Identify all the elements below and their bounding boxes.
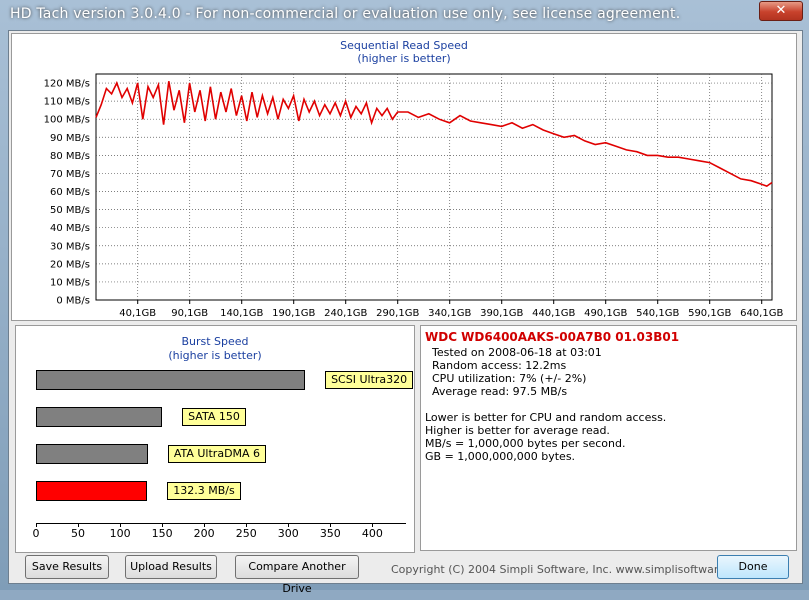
burst-bar-label: ATA UltraDMA 6 — [167, 445, 267, 463]
random-access: Random access: 12.2ms — [432, 359, 567, 372]
burst-x-tick-label: 200 — [193, 527, 215, 540]
burst-x-tick-label: 250 — [235, 527, 257, 540]
burst-x-tick — [330, 523, 332, 527]
burst-x-tick-label: 300 — [277, 527, 299, 540]
burst-x-tick — [246, 523, 248, 527]
drive-info-panel: WDC WD6400AAKS-00A7B0 01.03B01 Tested on… — [420, 325, 797, 551]
y-tick-label: 40 MB/s — [50, 223, 90, 234]
read-chart-plot: 120 MB/s 110 MB/s 100 MB/s 90 MB/s 80 MB/s 70… — [44, 73, 783, 319]
burst-bar — [36, 444, 148, 464]
client-area: Sequential Read Speed (higher is better)… — [8, 30, 803, 595]
done-button[interactable]: Done — [717, 555, 789, 579]
burst-bar — [36, 481, 148, 501]
x-tick-label: 390,1GB — [480, 308, 523, 319]
burst-x-tick — [372, 523, 374, 527]
burst-x-tick-label: 0 — [32, 527, 40, 540]
burst-x-tick-label: 150 — [151, 527, 173, 540]
plot-frame — [95, 73, 773, 301]
x-tick-label: 40,1GB — [119, 308, 156, 319]
burst-x-tick — [288, 523, 290, 527]
y-tick-label: 90 MB/s — [50, 133, 90, 144]
x-tick-label: 590,1GB — [688, 308, 731, 319]
burst-bar-label: SCSI Ultra320 — [325, 371, 414, 389]
save-results-button[interactable]: Save Results — [25, 555, 109, 579]
y-tick-label: 50 MB/s — [50, 205, 90, 216]
burst-bar-label: SATA 150 — [182, 408, 246, 426]
close-icon: ✕ — [775, 3, 787, 18]
drive-model: WDC WD6400AAKS-00A7B0 01.03B01 — [425, 330, 680, 344]
note-line: GB = 1,000,000,000 bytes. — [425, 450, 576, 463]
compare-drive-button[interactable]: Compare Another Drive — [235, 555, 359, 595]
note-line: Lower is better for CPU and random acces… — [425, 411, 667, 424]
y-tick-label: 60 MB/s — [50, 187, 90, 198]
burst-chart-subtitle: (higher is better) — [168, 349, 262, 362]
x-tick-label: 240,1GB — [324, 308, 367, 319]
x-tick-label: 90,1GB — [171, 308, 208, 319]
burst-x-tick — [78, 523, 80, 527]
x-tick-label: 540,1GB — [636, 308, 679, 319]
x-tick-label: 340,1GB — [428, 308, 471, 319]
window-title: HD Tach version 3.0.4.0 - For non-commer… — [10, 6, 681, 22]
title-bar[interactable]: HD Tach version 3.0.4.0 - For non-commer… — [0, 0, 809, 28]
y-tick-label: 80 MB/s — [50, 151, 90, 162]
burst-x-tick — [120, 523, 122, 527]
close-button[interactable]: ✕ — [759, 1, 803, 21]
x-tick-label: 290,1GB — [376, 308, 419, 319]
y-tick-label: 110 MB/s — [44, 97, 90, 108]
y-tick-label: 70 MB/s — [50, 169, 90, 180]
read-chart-title: Sequential Read Speed — [340, 39, 468, 52]
average-read: Average read: 97.5 MB/s — [432, 385, 568, 398]
x-tick-label: 140,1GB — [220, 308, 263, 319]
x-tick-label: 490,1GB — [584, 308, 627, 319]
burst-x-tick-label: 350 — [319, 527, 341, 540]
read-speed-line — [95, 80, 773, 187]
y-tick-label: 0 MB/s — [56, 296, 90, 307]
x-tick-label: 640,1GB — [740, 308, 783, 319]
burst-x-axis — [36, 523, 406, 524]
burst-bar-label: 132.3 MB/s — [167, 482, 241, 500]
burst-x-tick-label: 400 — [361, 527, 383, 540]
burst-bar — [36, 407, 163, 427]
burst-x-tick-label: 50 — [71, 527, 86, 540]
burst-x-tick — [36, 523, 37, 527]
y-tick-label: 30 MB/s — [50, 241, 90, 252]
burst-bar — [36, 370, 306, 390]
burst-x-tick — [204, 523, 206, 527]
burst-x-tick — [162, 523, 164, 527]
y-tick-label: 20 MB/s — [50, 259, 90, 270]
x-tick-label: 440,1GB — [532, 308, 575, 319]
read-chart-subtitle: (higher is better) — [357, 52, 451, 65]
read-chart-panel: Sequential Read Speed (higher is better)… — [11, 33, 797, 321]
note-line: MB/s = 1,000,000 bytes per second. — [425, 437, 626, 450]
burst-x-tick-label: 100 — [109, 527, 131, 540]
cpu-utilization: CPU utilization: 7% (+/- 2%) — [432, 372, 587, 385]
y-tick-label: 100 MB/s — [44, 115, 90, 126]
burst-chart-panel: Burst Speed (higher is better) SCSI Ultr… — [15, 325, 415, 553]
burst-chart-title: Burst Speed — [181, 335, 249, 348]
y-tick-label: 120 MB/s — [44, 79, 90, 90]
copyright-text: Copyright (C) 2004 Simpli Software, Inc.… — [391, 563, 752, 576]
upload-results-button[interactable]: Upload Results — [125, 555, 217, 579]
tested-on: Tested on 2008-06-18 at 03:01 — [432, 346, 602, 359]
note-line: Higher is better for average read. — [425, 424, 610, 437]
y-tick-label: 10 MB/s — [50, 277, 90, 288]
burst-chart-area: SCSI Ultra320 SATA 150 ATA UltraDMA 6 132.3… — [16, 326, 414, 552]
x-tick-label: 190,1GB — [272, 308, 315, 319]
